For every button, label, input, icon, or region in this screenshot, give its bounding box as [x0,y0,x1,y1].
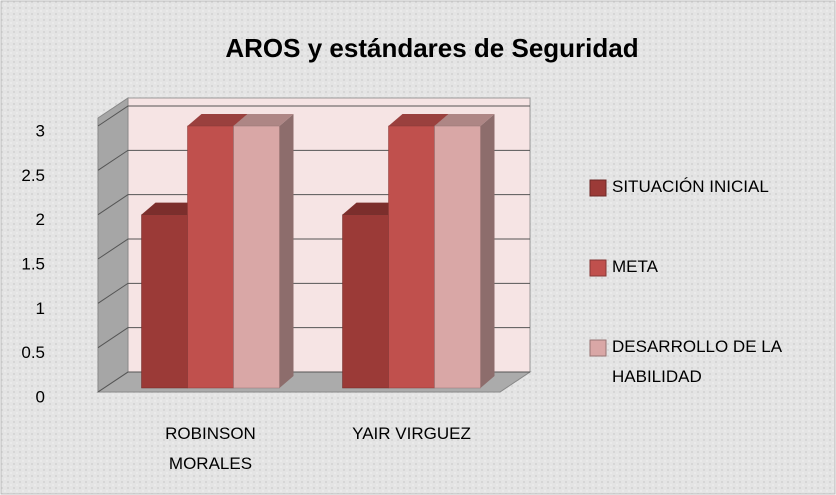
bar-face [233,114,294,126]
y-tick-label: 1 [36,299,45,318]
y-tick-label: 2 [36,210,45,229]
bar-face [434,114,495,126]
bar-face [279,114,294,388]
bar-face [141,202,202,215]
legend-swatch [589,259,607,277]
y-tick-label: 0.5 [21,343,45,362]
y-tick-label: 2.5 [21,166,45,185]
x-tick-label: ROBINSON MORALES [165,424,256,473]
bar-face [233,125,280,389]
legend-label: SITUACIÓN INICIAL [612,177,769,196]
bar-face [342,214,389,389]
y-tick-label: 3 [36,121,45,140]
bar [233,114,294,389]
bar-face [480,114,495,388]
bar-face [388,114,449,126]
bar-face [388,125,435,389]
bar-face [434,125,481,389]
side-wall [97,97,129,393]
bar-face [342,202,403,215]
bar-face [141,214,188,389]
x-tick-label: YAIR VIRGUEZ [352,424,471,443]
legend-swatch [589,339,607,357]
legend-label: DESARROLLO DE LA HABILIDAD [612,337,783,386]
bar [434,114,495,389]
bar-face [187,125,234,389]
legend-swatch [589,179,607,197]
grid-line [97,105,530,127]
y-tick-label: 1.5 [21,254,45,273]
y-tick-label: 0 [36,387,45,406]
bar-face [187,114,248,126]
chart-title: AROS y estándares de Seguridad [225,33,638,63]
legend-label: META [612,257,659,276]
